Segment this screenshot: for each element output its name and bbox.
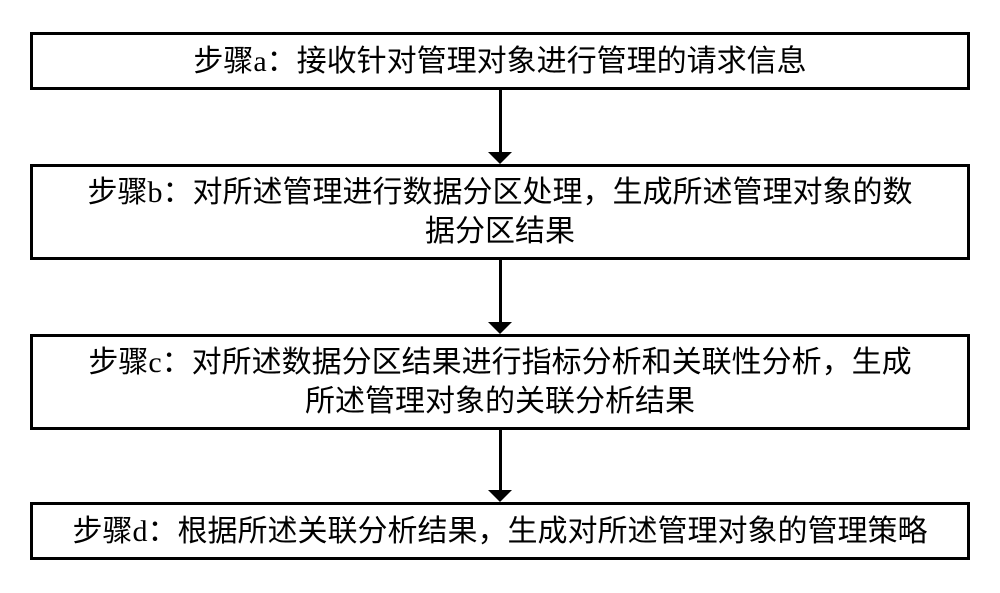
step-a-box: 步骤a：接收针对管理对象进行管理的请求信息 xyxy=(30,32,970,90)
step-d-label: 步骤d：根据所述关联分析结果，生成对所述管理对象的管理策略 xyxy=(73,512,928,551)
arrow-a-b-line xyxy=(499,90,502,152)
step-c-label: 步骤c：对所述数据分区结果进行指标分析和关联性分析，生成 所述管理对象的关联分析… xyxy=(88,343,911,421)
step-b-box: 步骤b：对所述管理进行数据分区处理，生成所述管理对象的数 据分区结果 xyxy=(30,164,970,260)
step-b-label: 步骤b：对所述管理进行数据分区处理，生成所述管理对象的数 据分区结果 xyxy=(88,173,913,251)
arrow-c-d-head-icon xyxy=(488,490,512,502)
arrow-a-b-head-icon xyxy=(488,152,512,164)
step-a-label: 步骤a：接收针对管理对象进行管理的请求信息 xyxy=(193,42,806,81)
step-d-box: 步骤d：根据所述关联分析结果，生成对所述管理对象的管理策略 xyxy=(30,502,970,560)
step-c-box: 步骤c：对所述数据分区结果进行指标分析和关联性分析，生成 所述管理对象的关联分析… xyxy=(30,334,970,430)
arrow-b-c-head-icon xyxy=(488,322,512,334)
flowchart-container: 步骤a：接收针对管理对象进行管理的请求信息 步骤b：对所述管理进行数据分区处理，… xyxy=(0,0,1000,593)
arrow-b-c-line xyxy=(499,260,502,322)
arrow-c-d-line xyxy=(499,430,502,490)
